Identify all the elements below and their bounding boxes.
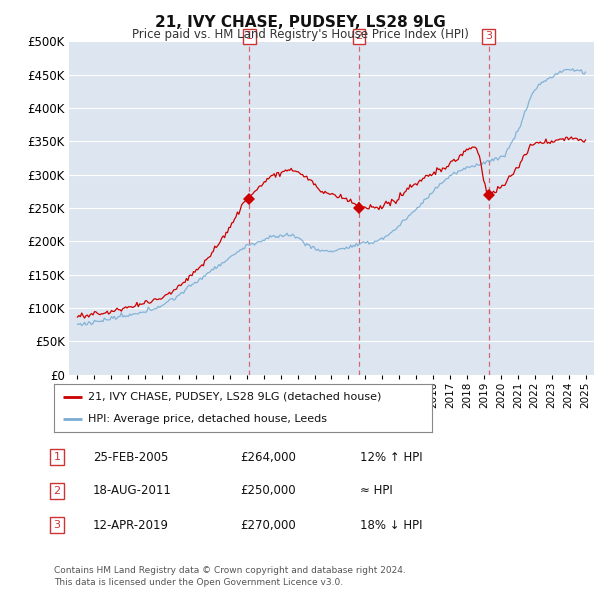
Text: 2: 2 — [53, 486, 61, 496]
Text: 21, IVY CHASE, PUDSEY, LS28 9LG: 21, IVY CHASE, PUDSEY, LS28 9LG — [155, 15, 445, 30]
Text: 1: 1 — [53, 453, 61, 462]
Text: 18% ↓ HPI: 18% ↓ HPI — [360, 519, 422, 532]
Text: £270,000: £270,000 — [240, 519, 296, 532]
Text: Price paid vs. HM Land Registry's House Price Index (HPI): Price paid vs. HM Land Registry's House … — [131, 28, 469, 41]
Text: 1: 1 — [246, 31, 253, 41]
Text: 12-APR-2019: 12-APR-2019 — [93, 519, 169, 532]
Text: £250,000: £250,000 — [240, 484, 296, 497]
Text: £264,000: £264,000 — [240, 451, 296, 464]
Text: ≈ HPI: ≈ HPI — [360, 484, 393, 497]
Text: 18-AUG-2011: 18-AUG-2011 — [93, 484, 172, 497]
Text: Contains HM Land Registry data © Crown copyright and database right 2024.
This d: Contains HM Land Registry data © Crown c… — [54, 566, 406, 587]
Text: 3: 3 — [485, 31, 492, 41]
Text: 2: 2 — [356, 31, 362, 41]
Text: 3: 3 — [53, 520, 61, 530]
Text: HPI: Average price, detached house, Leeds: HPI: Average price, detached house, Leed… — [88, 414, 327, 424]
Text: 21, IVY CHASE, PUDSEY, LS28 9LG (detached house): 21, IVY CHASE, PUDSEY, LS28 9LG (detache… — [88, 392, 382, 402]
Text: 12% ↑ HPI: 12% ↑ HPI — [360, 451, 422, 464]
Text: 25-FEB-2005: 25-FEB-2005 — [93, 451, 169, 464]
